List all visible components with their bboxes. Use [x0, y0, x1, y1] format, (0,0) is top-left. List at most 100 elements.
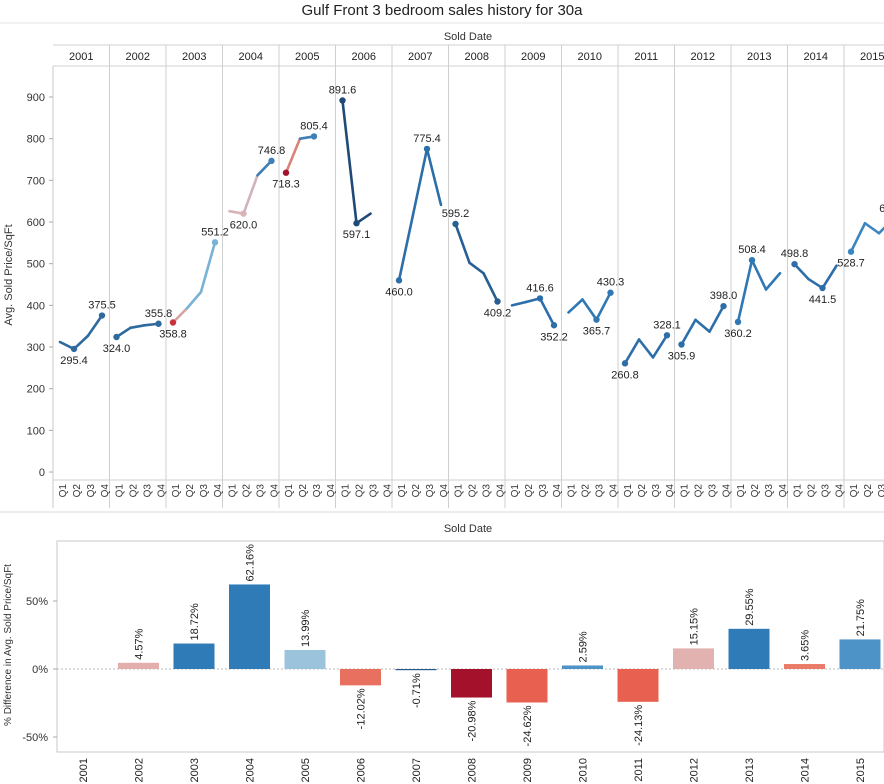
quarter-label: Q1	[228, 484, 239, 498]
bar	[340, 669, 381, 686]
data-point	[353, 220, 360, 227]
data-point	[310, 133, 318, 140]
series-segment	[877, 226, 884, 235]
line-chart: Sold Date Avg. Sold Price/SqFt 2001 2002 2…	[0, 22, 884, 508]
quarter-label: Q1	[680, 484, 691, 498]
data-point	[593, 316, 600, 323]
bar-value-label: -20.98%	[467, 700, 479, 741]
quarter-label: Q2	[807, 484, 818, 498]
bar-value-label: -24.62%	[522, 705, 534, 746]
bar-value-label: 29.55%	[744, 588, 756, 626]
series-segment	[736, 258, 754, 324]
line-y-axis-title: Avg. Sold Price/SqFt	[3, 224, 15, 325]
year-label: 2014	[804, 51, 828, 63]
point-label: 360.2	[724, 328, 752, 340]
quarter-label: Q3	[821, 484, 832, 498]
bar-y-tick-label: 50%	[26, 596, 48, 608]
bar-x-label: 2010	[578, 758, 590, 782]
bar-value-label: -12.02%	[356, 688, 368, 729]
quarter-label: Q2	[72, 484, 83, 498]
line-y-tick-label: 400	[27, 300, 45, 312]
line-panel-separators	[109, 45, 845, 508]
quarter-label: Q4	[722, 484, 733, 498]
series-segment	[510, 300, 528, 307]
bar-y-tick-label: -50%	[22, 732, 48, 744]
series-segment	[284, 137, 302, 175]
quarter-label: Q1	[510, 484, 521, 498]
line-y-tick-label: 700	[27, 175, 45, 187]
data-point	[268, 157, 275, 165]
series-segment	[651, 333, 669, 359]
bar	[839, 639, 881, 669]
bar-value-label: 2.59%	[578, 631, 590, 662]
line-sold-date-header: Sold Date	[444, 31, 492, 43]
bar-x-label: 2011	[633, 758, 645, 782]
point-label: 746.8	[258, 145, 286, 157]
quarter-label: Q1	[849, 484, 860, 498]
bar	[617, 669, 659, 702]
data-point	[395, 277, 403, 284]
point-label: 409.2	[484, 308, 512, 320]
line-y-tick-label: 500	[27, 259, 45, 271]
bar	[118, 662, 159, 669]
series-segment	[468, 261, 485, 275]
point-label: 352.2	[540, 331, 568, 343]
quarter-label: Q1	[736, 484, 747, 498]
bar	[506, 669, 548, 703]
point-label: 805.4	[300, 120, 328, 132]
bar-value-label: 21.75%	[855, 599, 867, 637]
point-label: 358.8	[159, 329, 187, 341]
data-point	[720, 302, 727, 310]
series-segment	[708, 304, 725, 333]
series-segment	[694, 318, 711, 333]
bar-plot-frame	[56, 540, 884, 753]
series-segment	[411, 147, 429, 217]
year-label: 2003	[182, 51, 206, 63]
series-segment	[425, 147, 443, 207]
series-segment	[637, 338, 655, 359]
bar-x-label: 2009	[522, 758, 534, 782]
data-point	[819, 284, 826, 292]
year-label: 2005	[295, 51, 319, 63]
series-segment	[171, 306, 189, 324]
quarter-label: Q1	[397, 484, 408, 498]
line-y-tick-label: 800	[27, 134, 45, 146]
quarter-label: Q2	[411, 484, 422, 498]
point-label: 498.8	[781, 248, 809, 260]
point-label: 606.9	[879, 203, 884, 215]
point-label: 355.8	[145, 308, 173, 320]
series-segment	[849, 221, 867, 254]
year-label: 2001	[69, 51, 93, 63]
bar	[784, 664, 825, 669]
quarter-label: Q4	[383, 484, 394, 498]
point-label: 441.5	[809, 294, 837, 306]
quarter-label: Q4	[439, 484, 450, 498]
data-point	[607, 289, 614, 296]
quarter-label: Q3	[143, 484, 154, 498]
quarter-label: Q4	[270, 484, 281, 498]
quarter-label: Q3	[651, 484, 662, 498]
data-point	[678, 341, 685, 348]
point-label: 551.2	[201, 226, 229, 238]
data-point	[211, 239, 219, 246]
bar-marks: 4.57% 18.72% 62.16% 13.99% -12.02% -0.71% -20.…	[118, 544, 881, 746]
bar-x-label: 2012	[689, 758, 701, 782]
line-y-axis: 0 100 200 300 400 500 600 700 800 900	[27, 66, 54, 508]
quarter-label: Q3	[764, 484, 775, 498]
data-point	[494, 298, 501, 305]
quarter-label: Q3	[86, 484, 97, 498]
series-segment	[595, 291, 612, 321]
data-point	[339, 97, 346, 104]
year-label: 2012	[691, 51, 715, 63]
quarter-label: Q1	[115, 484, 126, 498]
quarter-label: Q1	[793, 484, 804, 498]
quarter-label: Q4	[778, 484, 789, 498]
year-label: 2015	[860, 51, 884, 63]
data-point	[536, 295, 544, 302]
bar-x-label: 2001	[78, 758, 90, 782]
point-label: 365.7	[583, 326, 611, 338]
point-label: 891.6	[329, 85, 357, 97]
line-y-tick-label: 0	[39, 467, 45, 479]
quarter-label: Q4	[552, 484, 563, 498]
point-label: 460.0	[385, 286, 413, 298]
